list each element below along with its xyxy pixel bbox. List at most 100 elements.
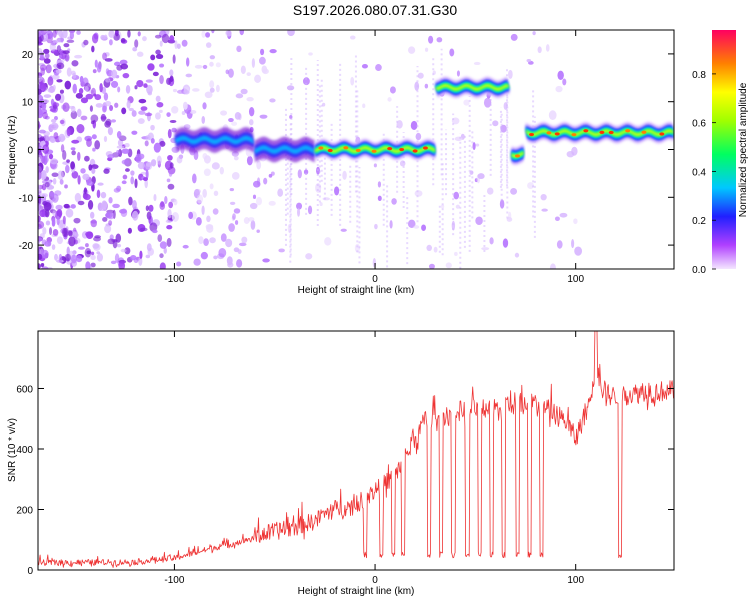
- ridge-band: [435, 84, 510, 91]
- noise-blob: [70, 147, 76, 151]
- noise-blob: [95, 103, 103, 108]
- noise-blob: [215, 84, 220, 93]
- snr-x-label: Height of straight line (km): [298, 586, 415, 597]
- noise-blob: [194, 188, 201, 194]
- noise-blob: [209, 55, 216, 60]
- noise-blob: [53, 124, 59, 129]
- noise-blob: [108, 220, 113, 226]
- noise-blob: [277, 188, 284, 197]
- spectrogram-x-tick-label: -100: [164, 274, 184, 285]
- noise-blob: [62, 227, 68, 237]
- noise-blob: [149, 222, 158, 232]
- noise-blob: [112, 203, 120, 209]
- noise-blob: [145, 161, 152, 167]
- noise-blob: [42, 144, 50, 154]
- noise-blob: [307, 205, 313, 215]
- noise-blob: [268, 200, 276, 206]
- noise-blob: [111, 69, 118, 79]
- noise-blob: [176, 261, 182, 267]
- ridge-hotspot: [412, 149, 418, 153]
- noise-blob: [49, 31, 54, 39]
- noise-blob: [554, 216, 560, 222]
- noise-blob: [153, 142, 161, 153]
- noise-blob: [111, 239, 118, 243]
- noise-blob: [130, 176, 135, 185]
- noise-blob: [453, 191, 460, 200]
- noise-blob: [55, 204, 63, 211]
- noise-blob: [198, 236, 204, 245]
- noise-blob: [237, 249, 242, 254]
- noise-blob: [463, 99, 470, 106]
- noise-blob: [201, 115, 206, 124]
- noise-blob: [213, 190, 219, 197]
- noise-blob: [50, 137, 56, 143]
- noise-blob: [233, 155, 239, 161]
- noise-blob: [137, 31, 141, 37]
- noise-blob: [77, 175, 81, 185]
- noise-blob: [120, 248, 127, 253]
- ridge-hotspot: [659, 132, 665, 136]
- spectral-ridge: [525, 121, 674, 144]
- noise-blob: [92, 147, 96, 152]
- noise-blob: [537, 46, 542, 54]
- noise-blob: [256, 177, 261, 186]
- noise-blob: [475, 143, 480, 147]
- noise-blob: [94, 140, 101, 150]
- noise-blob: [234, 111, 241, 120]
- noise-blob: [52, 102, 60, 108]
- noise-blob: [231, 172, 240, 180]
- noise-blob: [100, 113, 107, 122]
- noise-blob: [116, 130, 122, 139]
- noise-blob: [168, 171, 173, 177]
- noise-blob: [38, 215, 41, 223]
- noise-blob: [349, 35, 356, 40]
- noise-blob: [72, 72, 77, 79]
- noise-blob: [59, 89, 64, 94]
- noise-blob: [107, 126, 114, 136]
- noise-blob: [373, 163, 377, 168]
- noise-blob: [218, 247, 227, 258]
- noise-blob: [194, 64, 203, 69]
- noise-blob: [108, 30, 115, 38]
- noise-blob: [74, 54, 83, 59]
- noise-blob: [130, 170, 135, 176]
- noise-blob: [445, 262, 452, 269]
- noise-blob: [93, 236, 101, 242]
- noise-blob: [145, 169, 149, 180]
- ridge-hotspot: [641, 130, 647, 134]
- noise-blob: [70, 161, 75, 170]
- snr-y-tick-label: 200: [16, 505, 33, 516]
- noise-blob: [526, 59, 532, 63]
- noise-blob: [62, 150, 67, 161]
- ridge-hotspot: [327, 148, 333, 153]
- noise-blob: [63, 43, 70, 48]
- noise-blob: [70, 254, 77, 264]
- noise-blob: [256, 160, 262, 170]
- noise-blob: [39, 209, 46, 218]
- chart-title: S197.2026.080.07.31.G30: [292, 2, 458, 18]
- noise-blob: [90, 254, 96, 260]
- noise-blob: [143, 177, 148, 182]
- noise-blob: [228, 68, 234, 78]
- noise-blob: [200, 251, 208, 260]
- noise-blob: [562, 78, 567, 86]
- noise-blob: [121, 180, 127, 185]
- colorbar-tick-label: 0.8: [692, 70, 706, 81]
- spectrogram-y-tick-label: 20: [22, 50, 34, 61]
- noise-blob: [104, 224, 112, 234]
- noise-blob: [166, 237, 172, 247]
- noise-blob: [38, 162, 43, 173]
- noise-blob: [391, 198, 397, 205]
- noise-blob: [83, 39, 89, 46]
- noise-blob: [240, 88, 248, 95]
- noise-blob: [259, 56, 266, 65]
- noise-blob: [39, 54, 45, 60]
- noise-blob: [181, 39, 188, 47]
- noise-blob: [176, 43, 181, 49]
- noise-blob: [56, 62, 65, 70]
- noise-blob: [71, 60, 79, 67]
- noise-blob: [241, 236, 248, 244]
- noise-blob: [69, 128, 74, 135]
- noise-blob: [51, 244, 56, 250]
- noise-blob: [203, 238, 209, 247]
